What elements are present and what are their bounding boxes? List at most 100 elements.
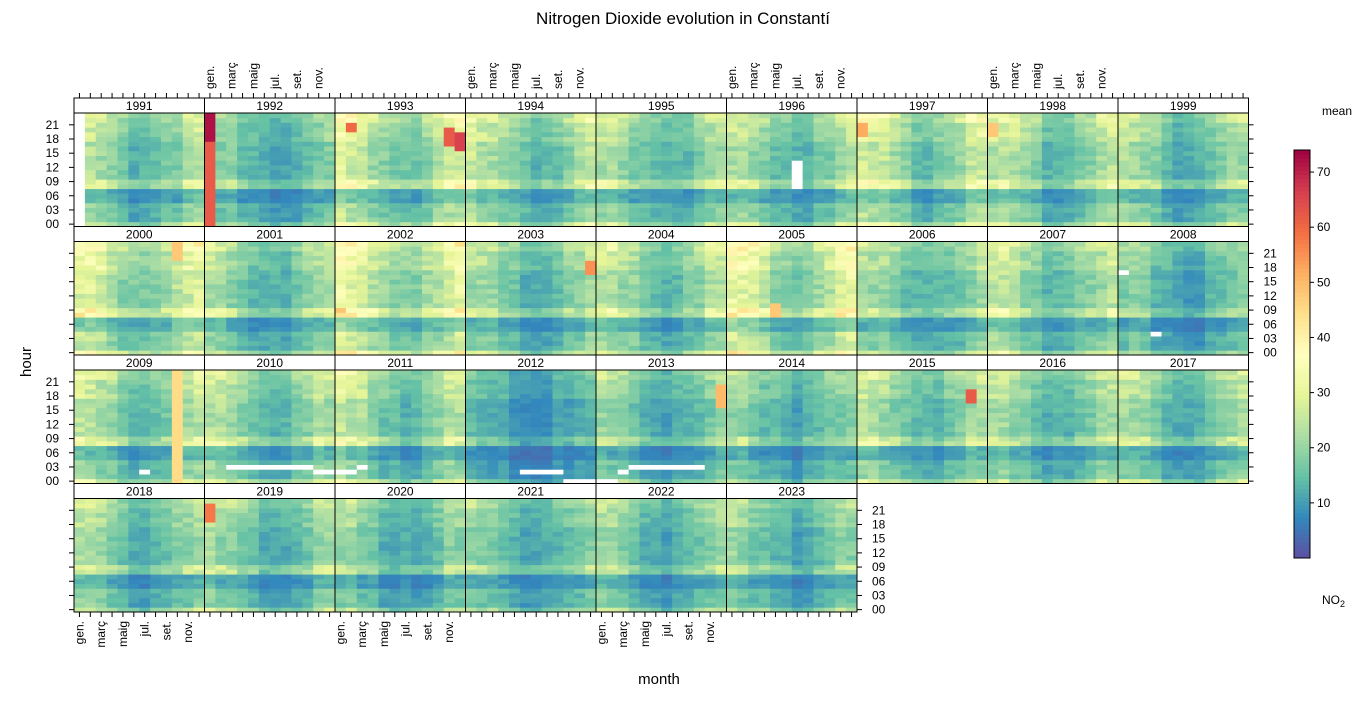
cell (128, 202, 140, 208)
cell (933, 246, 945, 252)
cell (171, 221, 184, 227)
cell (95, 284, 108, 290)
cell (759, 265, 771, 271)
cell (596, 169, 608, 175)
cell (889, 122, 901, 128)
cell (215, 241, 227, 247)
cell (639, 350, 651, 356)
cell (574, 279, 586, 285)
cell (1074, 141, 1086, 147)
cell (465, 298, 477, 304)
cell (1150, 198, 1162, 204)
cell (1161, 122, 1173, 128)
cell (1161, 113, 1173, 119)
cell (139, 117, 151, 123)
cell (737, 183, 749, 190)
cell (106, 212, 118, 218)
cell (954, 288, 967, 294)
cell (378, 131, 390, 138)
cell (95, 312, 108, 318)
cell (226, 174, 238, 180)
cell (650, 345, 662, 351)
cell (867, 193, 880, 199)
cell (324, 298, 336, 304)
cell (759, 146, 771, 152)
cell (878, 255, 891, 261)
cell (432, 345, 445, 351)
cell (911, 288, 923, 294)
cell (335, 284, 347, 290)
cell (106, 326, 118, 332)
cell (1031, 155, 1043, 161)
cell (1031, 279, 1043, 285)
cell (226, 255, 238, 261)
cell (465, 193, 477, 199)
cell (1085, 279, 1097, 285)
cell (487, 321, 499, 328)
cell (280, 260, 292, 266)
cell (215, 169, 227, 175)
cell (965, 113, 978, 119)
cell (639, 188, 651, 194)
cell (639, 307, 651, 313)
cell (933, 165, 945, 171)
cell (530, 155, 543, 161)
cell (563, 250, 575, 257)
cell (161, 284, 173, 290)
cell (976, 241, 988, 247)
cell (639, 198, 651, 204)
cell (443, 279, 456, 285)
cell (356, 193, 369, 199)
cell (204, 340, 216, 346)
cell (574, 326, 586, 332)
cell (1074, 202, 1086, 208)
cell (933, 260, 945, 266)
cell (313, 260, 325, 266)
cell (356, 179, 369, 185)
cell (541, 165, 553, 171)
cell (791, 141, 804, 147)
cell (128, 326, 140, 332)
cell (878, 169, 891, 175)
cell (432, 298, 445, 304)
cell (552, 122, 564, 128)
cell (1096, 207, 1108, 213)
cell (563, 321, 575, 328)
cell (965, 293, 978, 299)
cell (345, 165, 358, 171)
cell (389, 193, 401, 199)
cell (922, 246, 934, 252)
cell (519, 279, 532, 285)
cell (987, 122, 999, 128)
cell (269, 274, 282, 280)
cell (411, 293, 423, 299)
cell (128, 293, 140, 299)
cell (509, 274, 521, 280)
cell (280, 165, 292, 171)
cell (987, 165, 999, 171)
cell (1085, 113, 1097, 119)
cell (400, 321, 412, 328)
cell (106, 131, 118, 138)
cell (944, 265, 956, 271)
cell (487, 150, 499, 156)
cell (487, 255, 499, 261)
cell (193, 265, 205, 271)
cell (237, 279, 249, 285)
cell (933, 331, 945, 337)
cell (422, 207, 434, 213)
cell (704, 345, 717, 351)
cell (335, 212, 347, 218)
cell (280, 188, 292, 194)
cell (117, 246, 129, 252)
cell (1183, 212, 1195, 218)
cell (1226, 113, 1239, 119)
cell (704, 212, 717, 218)
cell (378, 217, 390, 223)
cell (933, 307, 945, 313)
cell (704, 260, 717, 266)
cell (1063, 288, 1075, 294)
cell (95, 288, 108, 294)
cell (737, 260, 749, 266)
